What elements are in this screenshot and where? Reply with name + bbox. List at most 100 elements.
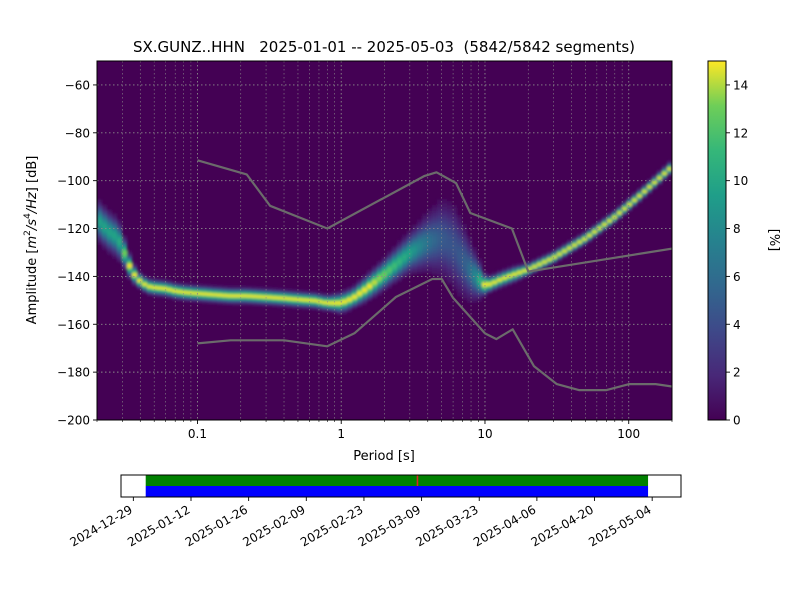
heatmap-cell — [582, 232, 587, 236]
heatmap-cell — [472, 277, 477, 280]
heatmap-cell — [432, 267, 437, 271]
heatmap-cell — [222, 292, 227, 295]
heatmap-cell — [547, 260, 552, 263]
timeline-tick-label: 2025-05-04 — [586, 502, 653, 549]
heatmap-cell — [447, 220, 452, 224]
heatmap-cell — [542, 259, 547, 262]
heatmap-cell — [127, 273, 132, 277]
heatmap-cell — [437, 215, 442, 219]
heatmap-cell — [457, 288, 462, 291]
heatmap-cell — [477, 288, 482, 291]
heatmap-cell — [447, 271, 452, 274]
heatmap-cell — [487, 290, 492, 294]
heatmap-cell — [282, 303, 287, 307]
heatmap-cell — [552, 252, 557, 256]
heatmap-cell — [472, 264, 477, 268]
heatmap-cell — [467, 264, 472, 267]
heatmap-cell — [132, 278, 137, 281]
heatmap-cell — [527, 271, 532, 275]
heatmap-cell — [327, 293, 332, 296]
heatmap-cell — [457, 234, 462, 238]
heatmap-cell — [297, 307, 302, 310]
heatmap-cell — [317, 298, 322, 301]
heatmap-cell — [472, 282, 477, 286]
heatmap-cell — [592, 230, 597, 234]
heatmap-cell — [287, 302, 292, 305]
heatmap-cell — [417, 228, 422, 231]
heatmap-cell — [107, 234, 112, 238]
heatmap-cell — [157, 290, 162, 293]
heatmap-cell — [317, 300, 322, 303]
heatmap-cell — [387, 255, 392, 259]
heatmap-cell — [282, 291, 287, 294]
heatmap-cell — [277, 303, 282, 307]
heatmap-cell — [632, 204, 637, 208]
heatmap-cell — [312, 293, 317, 297]
heatmap-cell — [287, 290, 292, 293]
heatmap-cell — [397, 245, 402, 248]
heatmap-cell — [502, 285, 507, 288]
heatmap-cell — [472, 252, 477, 255]
heatmap-cell — [527, 262, 532, 266]
heatmap-cell — [557, 253, 562, 256]
heatmap-cell — [137, 286, 142, 290]
heatmap-cell — [97, 219, 102, 222]
heatmap-cell — [327, 302, 332, 305]
heatmap-cell — [267, 286, 272, 290]
heatmap-cell — [137, 270, 142, 273]
heatmap-cell — [342, 304, 347, 308]
heatmap-cell — [142, 280, 147, 284]
heatmap-cell — [117, 254, 122, 258]
heatmap-cell — [102, 224, 107, 227]
heatmap-cell — [267, 292, 272, 295]
heatmap-cell — [362, 295, 367, 299]
heatmap-cell — [642, 195, 647, 199]
heatmap-cell — [477, 293, 482, 297]
heatmap-cell — [417, 248, 422, 251]
heatmap-cell — [657, 177, 662, 180]
heatmap-cell — [122, 262, 127, 265]
heatmap-cell — [462, 232, 467, 236]
heatmap-cell — [577, 246, 582, 249]
heatmap-cell — [187, 298, 192, 301]
y-tick-label: −160 — [57, 318, 90, 332]
heatmap-cell — [602, 218, 607, 221]
heatmap-cell — [462, 276, 467, 279]
heatmap-cell — [447, 235, 452, 238]
heatmap-cell — [127, 268, 132, 271]
heatmap-cell — [412, 230, 417, 233]
heatmap-cell — [302, 298, 307, 301]
heatmap-cell — [457, 241, 462, 245]
heatmap-cell — [512, 269, 517, 272]
heatmap-cell — [467, 266, 472, 269]
heatmap-cell — [422, 249, 427, 252]
heatmap-cell — [227, 288, 232, 292]
heatmap-cell — [667, 162, 672, 166]
heatmap-cell — [457, 279, 462, 282]
heatmap-cell — [462, 259, 467, 263]
heatmap-cell — [442, 245, 447, 249]
heatmap-cell — [287, 293, 292, 297]
heatmap-cell — [417, 226, 422, 230]
heatmap-cell — [437, 206, 442, 210]
heatmap-cell — [437, 239, 442, 242]
heatmap-cell — [252, 298, 257, 301]
heatmap-cell — [392, 262, 397, 265]
heatmap-cell — [222, 284, 227, 288]
heatmap-cell — [362, 284, 367, 288]
heatmap-cell — [147, 286, 152, 290]
heatmap-cell — [102, 211, 107, 215]
heatmap-cell — [327, 295, 332, 298]
heatmap-cell — [562, 248, 567, 251]
colorbar-tick-label: 2 — [733, 366, 741, 380]
heatmap-cell — [452, 260, 457, 264]
heatmap-cell — [507, 272, 512, 276]
heatmap-cell — [172, 289, 177, 292]
heatmap-cell — [107, 211, 112, 214]
heatmap-cell — [377, 261, 382, 264]
heatmap-cell — [397, 265, 402, 268]
heatmap-cell — [262, 293, 267, 297]
heatmap-cell — [407, 260, 412, 264]
probability-heatmap — [97, 160, 672, 316]
heatmap-cell — [387, 261, 392, 264]
